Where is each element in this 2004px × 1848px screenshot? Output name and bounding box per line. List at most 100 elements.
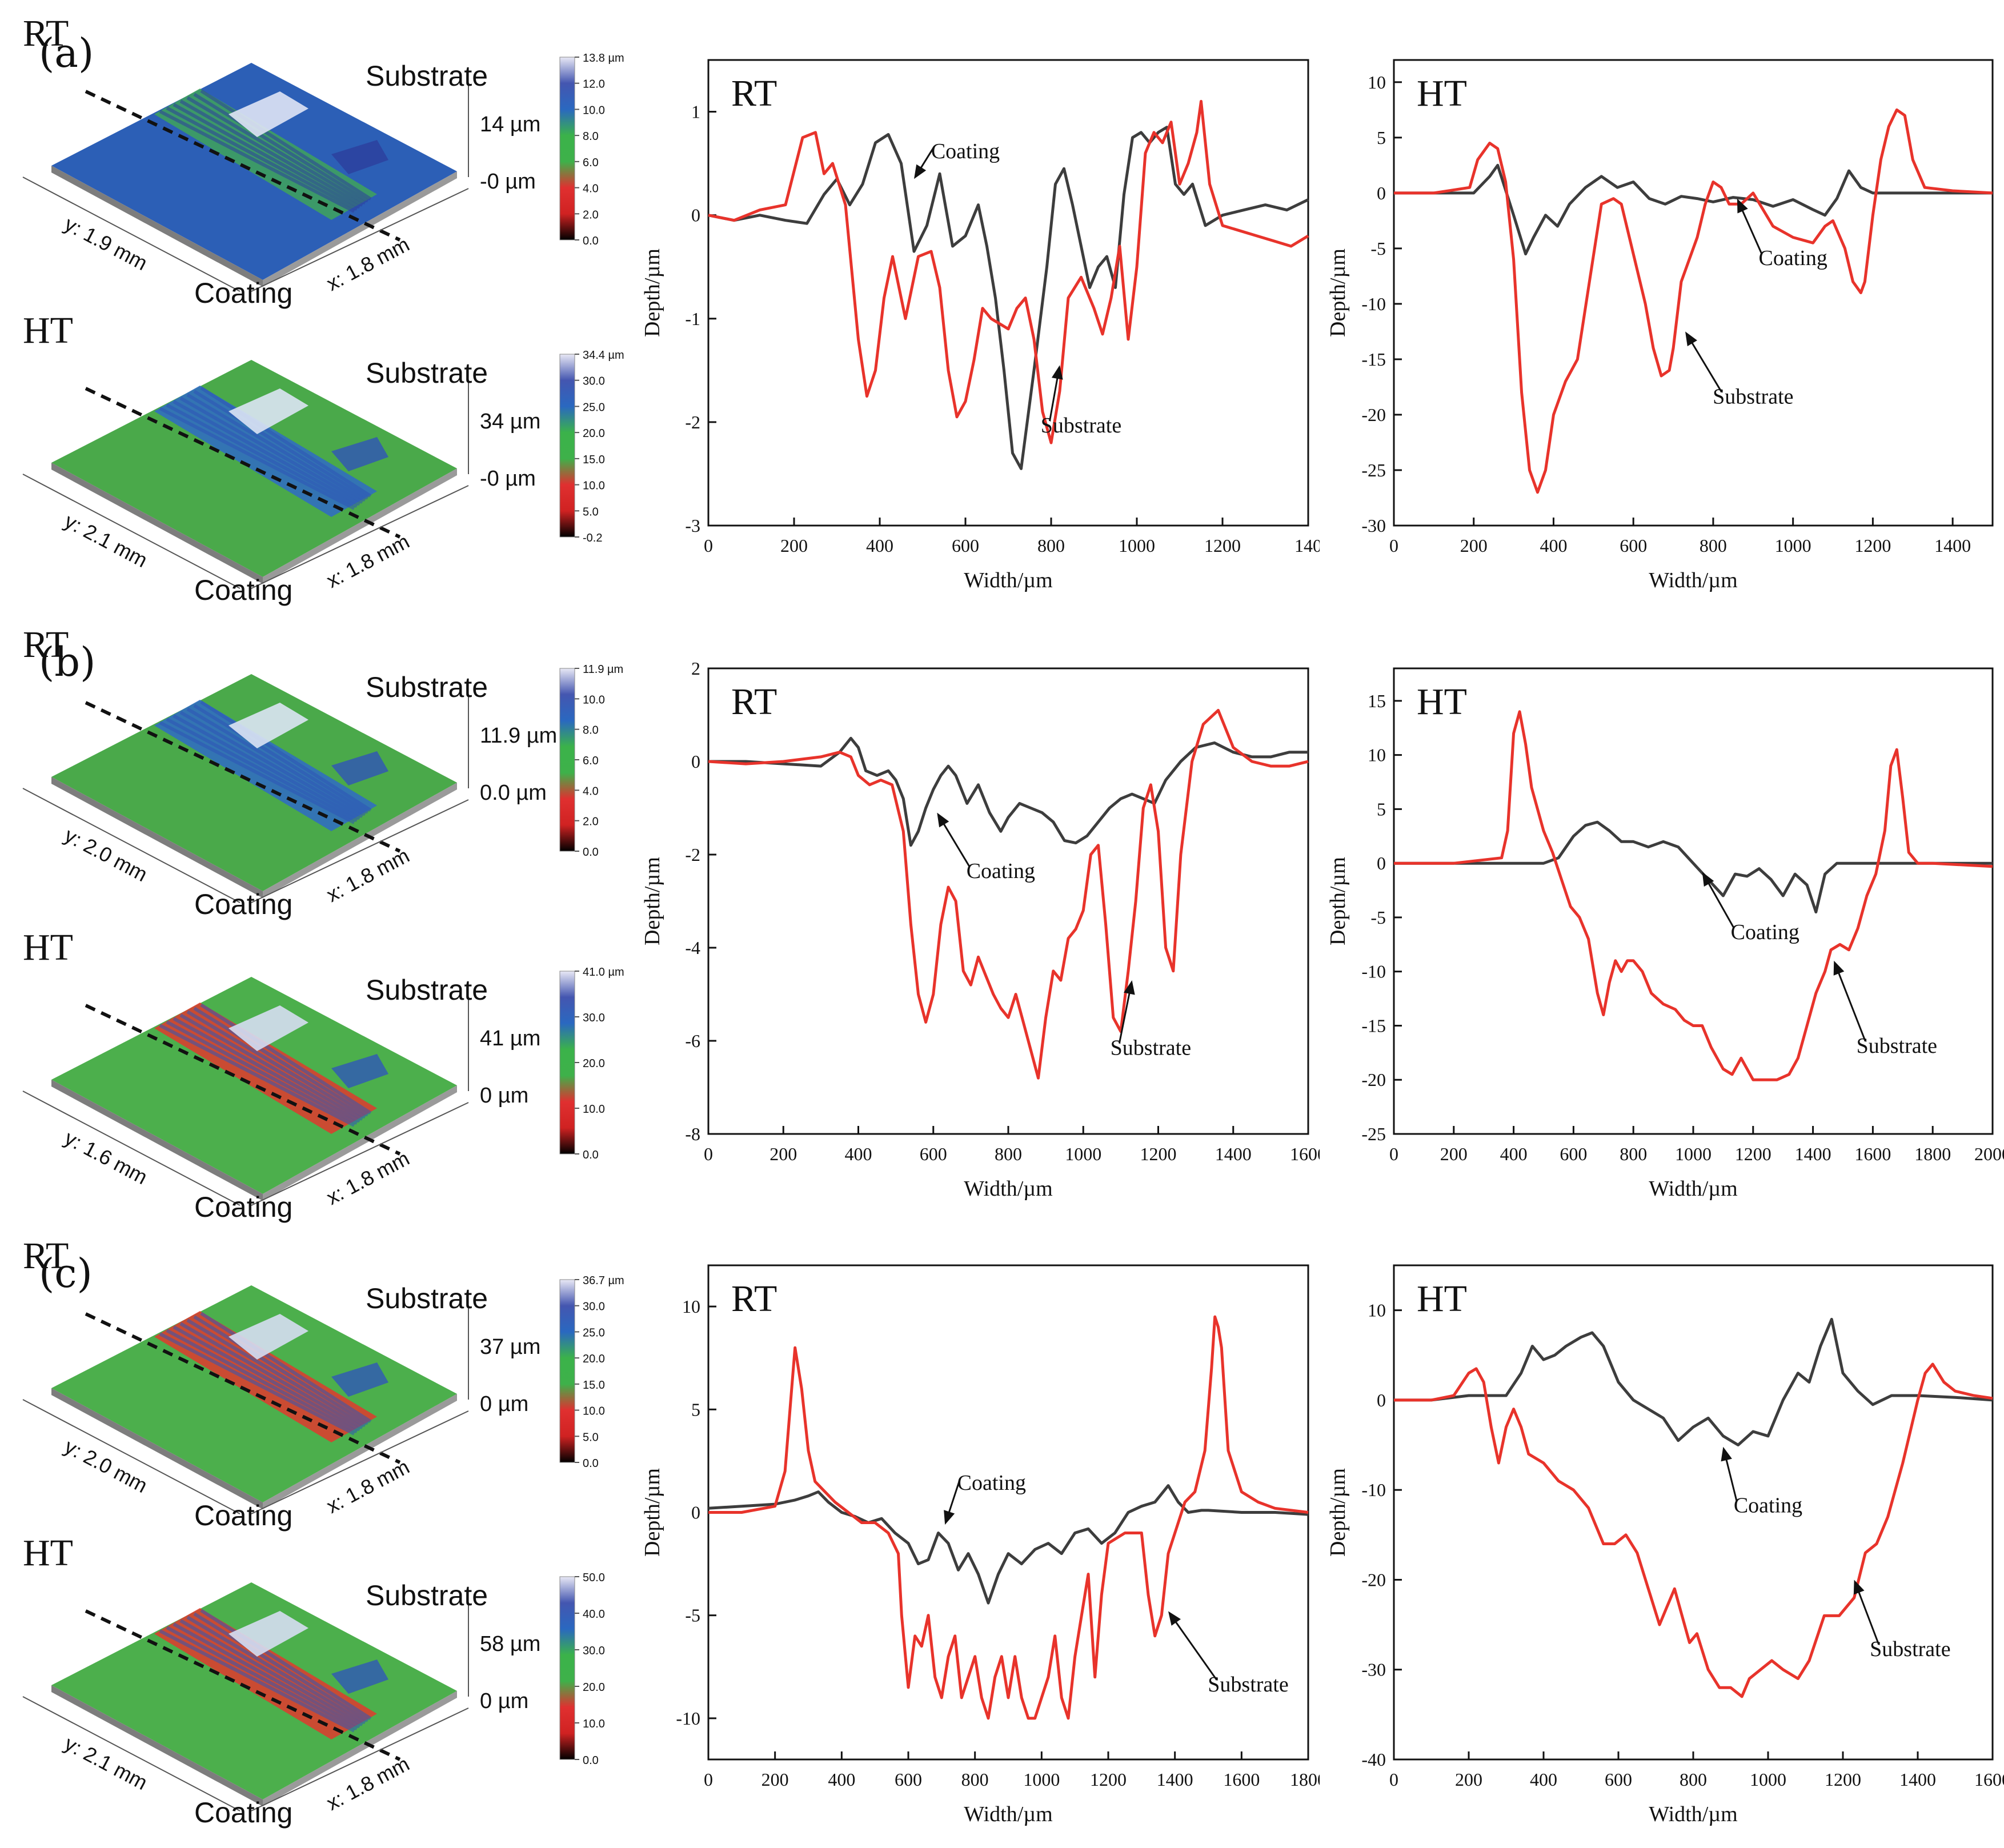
annotation-arrow [941, 820, 971, 867]
wear-streak [186, 707, 366, 816]
wear-streak [166, 1626, 358, 1731]
colorbar-tick-label: 2.0 [583, 209, 599, 221]
wear-streak [186, 393, 366, 502]
substrate-label: Substrate [366, 671, 488, 703]
colorbar-tick-label: 5.0 [583, 506, 599, 518]
substrate-label: Substrate [366, 1282, 488, 1314]
x-axis-label: Width/µm [964, 568, 1052, 592]
surface-front-edge [51, 463, 263, 584]
x-tick-label: 1400 [1795, 1144, 1831, 1164]
colorbar-tick-label: 10.0 [583, 693, 605, 706]
y-tick-label: -20 [1361, 1069, 1386, 1090]
surface-c-ht: HT Substrate Coating y: 2.1 mm x: 1.8 mm 58 µ… [11, 1532, 634, 1839]
colorbar-tick-label: 50.0 [583, 1572, 605, 1584]
x-tick-label: 1400 [1899, 1769, 1936, 1790]
chart-c-rt: 0 200 400 600 800 1000 1200 1400 1600 1800 -10 -5 0 5… [640, 1264, 1320, 1826]
x-tick-label: 600 [895, 1769, 922, 1790]
annotation-arrow [1856, 1588, 1880, 1645]
surface-side-edge [263, 1691, 457, 1806]
x-tick-label: 600 [1605, 1769, 1632, 1790]
wear-streak [166, 1020, 358, 1125]
wear-streak [193, 93, 369, 203]
colorbar-tick-label: 13.8 µm [583, 52, 624, 65]
z-top-label: 34 µm [480, 410, 540, 434]
colorbar-tick-label: 6.0 [583, 157, 599, 169]
y-tick-label: -20 [1361, 404, 1386, 425]
colorbar-tick-label: 41.0 µm [583, 966, 624, 979]
x-axis-label: Width/µm [1649, 1802, 1737, 1826]
x-axis-line [251, 799, 469, 903]
annotation-coating: Coating [957, 1471, 1026, 1495]
z-top-label: 11.9 µm [480, 724, 557, 748]
chart-title: HT [1417, 681, 1467, 723]
wear-ridge [331, 1054, 388, 1088]
substrate-label: Substrate [366, 1580, 488, 1612]
x-tick-label: 2000 [1974, 1144, 2004, 1164]
y-tick-label: -4 [685, 937, 700, 958]
y-axis-line [22, 1091, 241, 1206]
annotation-arrowhead [1702, 872, 1714, 887]
annotation-arrow [1049, 374, 1059, 422]
coating-label: Coating [194, 1797, 292, 1829]
wear-streak [179, 99, 363, 207]
wear-streak [179, 711, 363, 818]
wear-peak [229, 1314, 308, 1360]
wear-streak [186, 1318, 366, 1428]
wear-streak [186, 1616, 366, 1725]
x-tick-label: 200 [1460, 535, 1488, 556]
annotation-arrowhead [1124, 980, 1135, 995]
annotation-arrow [918, 146, 935, 172]
x-tick-label: 400 [866, 535, 893, 556]
x-tick-label: 1400 [1215, 1144, 1252, 1164]
x-axis-label: Width/µm [964, 1802, 1052, 1826]
chart-a-rt: 0 200 400 600 800 1000 1200 140 -3 -2 -1 0 1 Width/µm… [640, 59, 1320, 592]
x-tick-label: 1600 [1974, 1769, 2004, 1790]
colorbar-tick-label: 20.0 [583, 1681, 605, 1694]
y-tick-label: 0 [1377, 183, 1386, 203]
wear-streak [193, 1315, 369, 1425]
y-tick-label: 1 [691, 102, 700, 122]
annotation-coating: Coating [967, 859, 1035, 883]
x-tick-label: 0 [1389, 1144, 1398, 1164]
y-axis-label: Depth/µm [640, 248, 664, 337]
wear-peak [229, 388, 308, 434]
y-tick-label: 0 [1377, 853, 1386, 873]
colorbar-tick-label: 10.0 [583, 1103, 605, 1116]
colorbar-tick-label: 30.0 [583, 1012, 605, 1024]
substrate-series-line [708, 708, 1309, 1080]
surface-front-edge [51, 1388, 263, 1509]
colorbar-tick-label: 30.0 [583, 1301, 605, 1313]
colorbar-tick-label: 10.0 [583, 1405, 605, 1418]
chart-title: RT [731, 73, 777, 114]
x-axis-line [251, 485, 469, 589]
z-top-label: 37 µm [480, 1335, 540, 1359]
surface-side-edge [263, 171, 457, 287]
y-axis-line [22, 474, 241, 589]
annotation-arrowhead [937, 812, 949, 828]
colorbar-tick-label: 11.9 µm [583, 663, 623, 676]
wear-streak [159, 110, 355, 213]
annotation-arrow [1724, 1455, 1738, 1501]
x-tick-label: 200 [780, 535, 808, 556]
x-tick-label: 600 [920, 1144, 947, 1164]
y-tick-label: -5 [1370, 238, 1386, 259]
x-tick-label: 140 [1294, 535, 1320, 556]
x-tick-label: 600 [1620, 535, 1647, 556]
plot-frame [707, 667, 1309, 1135]
colorbar [559, 57, 575, 240]
x-tick-label: 800 [995, 1144, 1022, 1164]
substrate-label: Substrate [366, 60, 488, 92]
coating-series-line [1394, 163, 1993, 256]
coating-series-line [708, 736, 1308, 847]
y-tick-label: -10 [1361, 1480, 1386, 1500]
y-tick-label: -10 [1361, 294, 1386, 314]
substrate-series-line [708, 99, 1309, 444]
z-bottom-label: 0 µm [480, 1084, 528, 1108]
x-tick-label: 200 [1440, 1144, 1468, 1164]
x-tick-label: 0 [704, 535, 713, 556]
surface-side-edge [263, 783, 457, 898]
y-tick-label: -25 [1361, 460, 1386, 480]
x-tick-label: 0 [1389, 535, 1398, 556]
annotation-arrowhead [944, 1510, 955, 1525]
plot-frame [1393, 59, 1994, 527]
